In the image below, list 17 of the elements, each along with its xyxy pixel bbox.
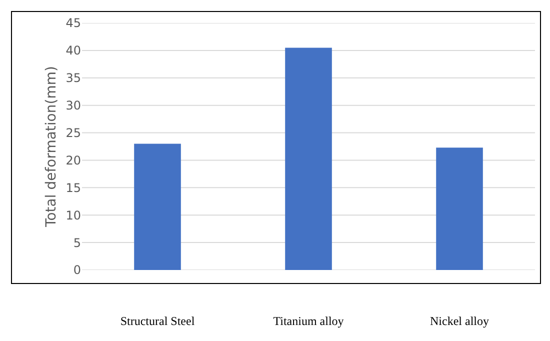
bar [134, 144, 181, 270]
y-tick-label: 5 [73, 236, 81, 250]
y-tick-label: 30 [66, 98, 81, 113]
y-tick-label: 40 [66, 44, 81, 58]
y-tick-label: 20 [66, 153, 81, 168]
y-tick-label: 35 [66, 71, 81, 86]
y-tick-label: 15 [66, 180, 81, 195]
y-tick-label: 10 [66, 208, 81, 222]
x-tick-label: Titanium alloy [273, 314, 344, 328]
y-tick-label: 45 [66, 16, 81, 30]
x-tick-label: Nickel alloy [430, 314, 489, 328]
bar [285, 48, 332, 270]
bar [436, 148, 483, 270]
x-tick-label: Structural Steel [120, 314, 196, 328]
y-axis-title: Total deformation(mm) [43, 66, 60, 228]
y-tick-label: 25 [66, 126, 81, 140]
y-tick-label: 0 [73, 263, 81, 278]
